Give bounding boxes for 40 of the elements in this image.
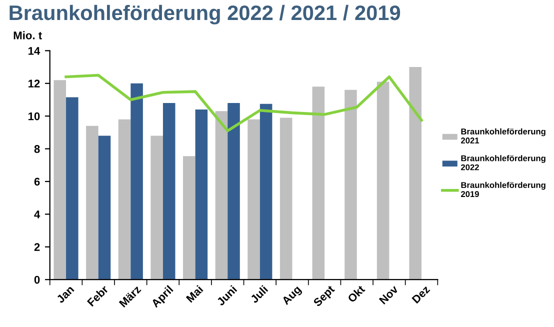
- y-tick-label: 14: [28, 47, 40, 55]
- legend-label: Braunkohleförderung 2019: [461, 182, 546, 198]
- bar: [376, 82, 390, 280]
- bar: [280, 118, 292, 280]
- bar: [409, 67, 422, 280]
- bar: [248, 119, 260, 280]
- bar: [312, 86, 325, 280]
- bar: [118, 119, 131, 280]
- bar: [130, 83, 143, 280]
- y-tick-label: 2: [34, 243, 40, 251]
- bar: [195, 110, 208, 280]
- y-tick-label: 0: [34, 276, 40, 284]
- x-tick-label: Dez: [412, 285, 430, 304]
- chart-title: Braunkohleförderung 2022 / 2021 / 2019: [10, 4, 400, 24]
- bar: [54, 80, 66, 280]
- y-tick-label: 6: [34, 178, 40, 186]
- bar: [150, 136, 163, 280]
- bar: [344, 90, 357, 280]
- y-axis-title: Mio. t: [14, 31, 42, 40]
- bar: [162, 103, 176, 280]
- bar: [183, 156, 196, 280]
- y-tick-label: 12: [28, 80, 40, 88]
- bar: [66, 97, 78, 280]
- bar: [215, 111, 228, 280]
- legend-label: Braunkohleförderung 2022: [461, 155, 546, 170]
- x-tick-label: Nov: [378, 284, 399, 305]
- bar: [228, 103, 240, 280]
- y-tick-label: 4: [34, 210, 40, 218]
- bar: [86, 126, 98, 280]
- x-tick-label: Jan: [56, 285, 74, 304]
- line-series: [64, 74, 423, 132]
- x-tick-label: Juli: [250, 285, 268, 304]
- y-tick-label: 10: [28, 112, 40, 120]
- bar: [98, 136, 111, 280]
- legend-label: Braunkohleförderung 2021: [461, 128, 546, 144]
- bar: [260, 104, 272, 280]
- y-tick-label: 8: [34, 145, 40, 153]
- x-tick-label: Mai: [186, 285, 204, 303]
- x-tick-label: Okt: [346, 284, 366, 303]
- x-tick-label: Aug: [281, 285, 304, 307]
